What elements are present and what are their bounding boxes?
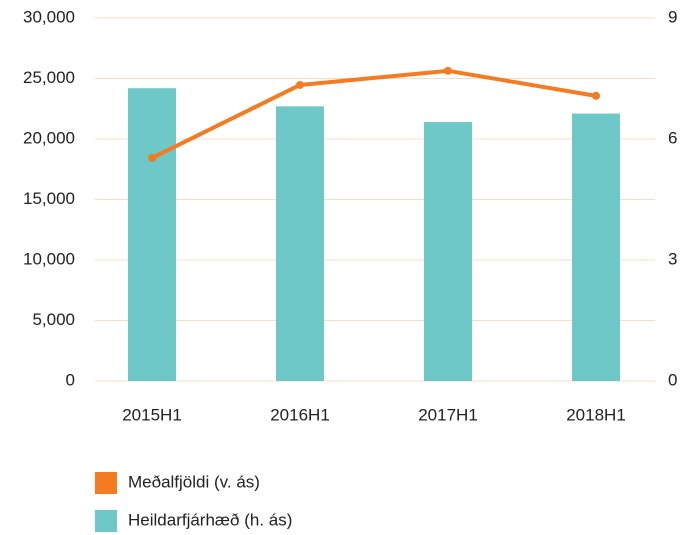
y-tick-label: 0	[66, 370, 75, 389]
y-tick-label: 10,000	[23, 249, 75, 268]
y-tick-label: 30,000	[23, 7, 75, 26]
x-tick-label: 2018H1	[566, 405, 626, 424]
legend-label: Meðalfjöldi (v. ás)	[128, 472, 260, 491]
x-tick-label: 2017H1	[418, 405, 478, 424]
y-tick-label: 25,000	[23, 68, 75, 87]
x-tick-label: 2015H1	[122, 405, 182, 424]
line-point	[592, 91, 600, 100]
legend-swatch	[95, 510, 117, 532]
legend-label: Heildarfjárhæð (h. ás)	[128, 510, 292, 529]
bar	[128, 88, 176, 382]
line-point	[296, 80, 304, 89]
bar	[276, 106, 324, 381]
line	[151, 68, 597, 160]
y2-tick-label: 0	[668, 370, 677, 389]
legend-swatch	[95, 472, 117, 494]
y-tick-label: 15,000	[23, 189, 75, 208]
bar	[572, 113, 620, 381]
bar	[424, 122, 472, 381]
x-tick-label: 2016H1	[270, 405, 330, 424]
line-point	[444, 66, 452, 75]
y2-tick-label: 3	[668, 249, 677, 268]
y-tick-label: 5,000	[32, 310, 75, 329]
y2-tick-label: 6	[668, 128, 677, 147]
y2-tick-label: 9	[668, 7, 677, 26]
line-point	[148, 153, 156, 162]
y-tick-label: 20,000	[23, 128, 75, 147]
